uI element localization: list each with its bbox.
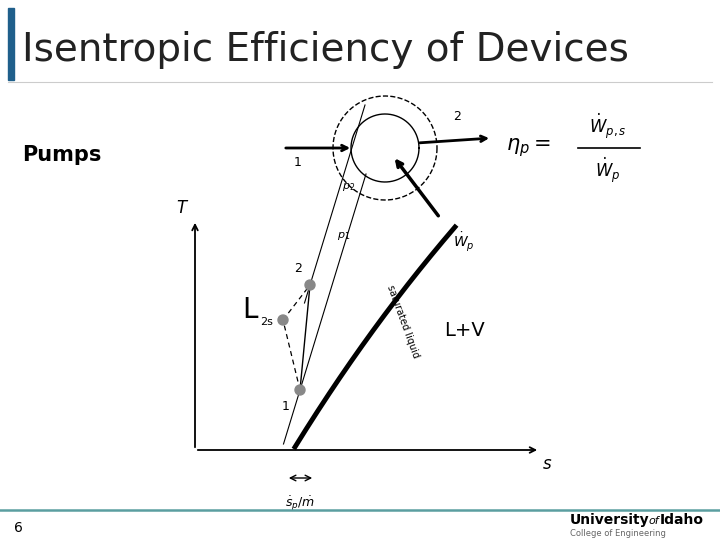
Text: of: of	[648, 516, 659, 526]
Text: $p_2$: $p_2$	[341, 181, 355, 193]
Circle shape	[305, 280, 315, 290]
Text: $p_1$: $p_1$	[338, 230, 351, 242]
Text: $\dot{s}_p / \dot{m}$: $\dot{s}_p / \dot{m}$	[285, 494, 315, 512]
Text: 2s: 2s	[260, 317, 273, 327]
Text: Isentropic Efficiency of Devices: Isentropic Efficiency of Devices	[22, 31, 629, 69]
Text: $\dot{W}_p$: $\dot{W}_p$	[453, 230, 474, 253]
Text: $\dot{W}_p$: $\dot{W}_p$	[595, 156, 621, 185]
Text: L+V: L+V	[445, 321, 485, 340]
Text: University: University	[570, 513, 649, 527]
Text: 1: 1	[282, 400, 290, 413]
Text: saturated liquid: saturated liquid	[385, 284, 421, 360]
Circle shape	[278, 315, 288, 325]
Text: $\eta_p =$: $\eta_p =$	[505, 137, 550, 159]
Text: 2: 2	[294, 262, 302, 275]
Circle shape	[295, 385, 305, 395]
Text: College of Engineering: College of Engineering	[570, 529, 666, 537]
Text: s: s	[543, 455, 552, 473]
Text: Pumps: Pumps	[22, 145, 102, 165]
Text: T: T	[176, 199, 186, 217]
Text: $\dot{W}_{p,s}$: $\dot{W}_{p,s}$	[589, 111, 627, 140]
Text: Idaho: Idaho	[660, 513, 704, 527]
Text: 1: 1	[294, 156, 302, 169]
Text: L: L	[242, 296, 258, 324]
Text: 2: 2	[453, 110, 461, 123]
Text: 6: 6	[14, 521, 23, 535]
Bar	[8, 8, 14, 80]
